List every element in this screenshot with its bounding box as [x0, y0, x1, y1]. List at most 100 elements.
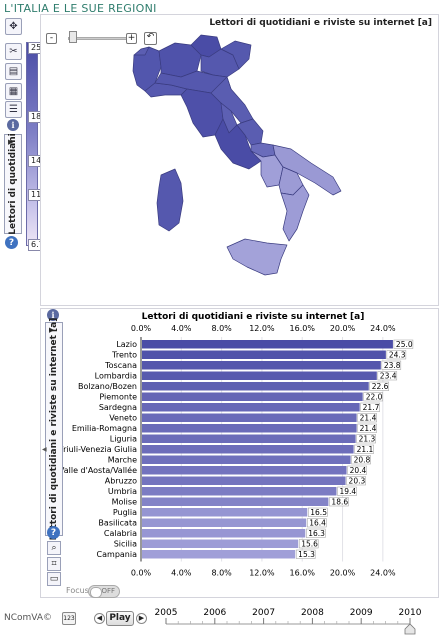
step-back-icon[interactable]: ◀	[94, 613, 105, 624]
value-label-group: 16.3	[306, 528, 326, 538]
value-label: 25.0	[396, 340, 413, 349]
value-label-box	[360, 402, 380, 412]
value-label-group: 20.3	[346, 476, 366, 486]
category-label: Friuli-Venezia Giulia	[59, 445, 137, 454]
category-label: Emilia-Romagna	[72, 424, 137, 433]
x-tick-label-bottom: 12.0%	[249, 569, 275, 578]
bar	[142, 529, 306, 538]
italy-map[interactable]	[41, 15, 438, 305]
chart-info-icon[interactable]: i	[47, 309, 59, 321]
value-label-box	[354, 444, 374, 454]
focus-label: Focus	[66, 586, 89, 595]
bar-chart-panel: Lettori di quotidiani e riviste su inter…	[40, 308, 439, 598]
table-icon[interactable]: ▦	[5, 83, 22, 100]
value-label-box	[356, 434, 376, 444]
category-label: Puglia	[113, 508, 137, 517]
crop-icon[interactable]: ⌗	[47, 557, 61, 571]
chart-type-icon[interactable]: ▤	[5, 63, 22, 80]
category-label: Toscana	[104, 361, 137, 370]
category-label: Veneto	[109, 414, 137, 423]
timeline-year-label: 2009	[350, 608, 373, 618]
bar	[142, 539, 299, 548]
bar	[142, 361, 381, 370]
value-label-box	[308, 507, 328, 517]
map-title: Lettori di quotidiani e riviste su inter…	[209, 18, 432, 28]
value-label: 19.4	[339, 487, 356, 496]
chart-title: Lettori di quotidiani e riviste su inter…	[142, 312, 365, 322]
value-label-group: 23.4	[377, 371, 398, 381]
value-label-box	[307, 518, 327, 528]
value-label-box	[377, 371, 398, 381]
zoom-slider-knob[interactable]	[69, 31, 77, 43]
x-tick-label-bottom: 4.0%	[171, 569, 192, 578]
value-label-box	[363, 392, 383, 402]
x-tick-label-top: 8.0%	[211, 324, 232, 333]
step-forward-icon[interactable]: ▶	[136, 613, 147, 624]
chart-help-icon[interactable]: ?	[47, 526, 60, 539]
time-slider[interactable]: 2005 2006 2007 2008 2009 2010	[150, 604, 440, 638]
play-button[interactable]: Play	[106, 611, 134, 626]
value-label-box	[329, 497, 349, 507]
category-label: Trento	[111, 351, 137, 360]
value-label-box	[351, 455, 371, 465]
category-label: Liguria	[110, 435, 137, 444]
bar	[142, 403, 360, 412]
bar	[142, 497, 329, 506]
value-label-box	[386, 350, 407, 360]
x-tick-label-top: 20.0%	[330, 324, 356, 333]
reset-view-icon[interactable]: ↶	[144, 32, 157, 45]
bar	[142, 455, 351, 464]
bar	[142, 371, 377, 380]
value-label-group: 16.4	[307, 518, 327, 528]
bar	[142, 413, 357, 422]
value-label: 22.6	[372, 382, 389, 391]
timeline-year-label: 2007	[252, 608, 275, 618]
value-label-box	[393, 339, 414, 349]
indicator-tab[interactable]: ▶ Lettori di quotidiani	[4, 133, 22, 235]
x-tick-label-top: 16.0%	[290, 324, 316, 333]
number-format-button[interactable]: 123	[62, 612, 76, 625]
bar	[142, 392, 363, 401]
bar	[142, 508, 308, 517]
value-label-group: 21.3	[356, 434, 376, 444]
category-label: Sardegna	[99, 403, 137, 412]
bar	[142, 487, 337, 496]
value-label-group: 21.1	[354, 444, 374, 454]
value-label: 18.6	[331, 498, 348, 507]
category-label: Calabria	[104, 529, 137, 538]
category-label: Sicilia	[114, 540, 137, 549]
value-label-box	[381, 360, 402, 370]
x-tick-label-bottom: 24.0%	[370, 569, 396, 578]
app-title: L'ITALIA E LE SUE REGIONI	[4, 2, 157, 15]
help-icon[interactable]: ?	[5, 236, 18, 249]
bar-chart[interactable]: Lettori di quotidiani e riviste su inter…	[41, 309, 438, 597]
zoom-icon[interactable]: ⌕	[47, 541, 61, 555]
value-label: 21.4	[360, 424, 377, 433]
timeline-year-label: 2010	[399, 608, 422, 618]
region-puglia	[272, 144, 342, 196]
chart-indicator-tab[interactable]: ▶ Lettori di quotidiani e riviste su int…	[45, 318, 63, 540]
bar-list-icon[interactable]: ☰	[5, 101, 22, 118]
region-sicilia	[226, 238, 288, 276]
zoom-out-button[interactable]: -	[46, 33, 57, 44]
value-label: 16.3	[308, 529, 325, 538]
category-label: Lazio	[116, 340, 137, 349]
bar	[142, 350, 386, 359]
bar	[142, 550, 296, 559]
color-legend-bar[interactable]	[26, 42, 38, 246]
category-label: Bolzano/Bozen	[78, 382, 137, 391]
x-tick-label-bottom: 16.0%	[290, 569, 316, 578]
tools-icon[interactable]: ✂	[5, 43, 22, 60]
move-icon[interactable]: ✥	[5, 18, 22, 35]
info-icon[interactable]: i	[7, 119, 19, 131]
zoom-in-button[interactable]: +	[126, 33, 137, 44]
expand-arrow-icon: ▶	[8, 138, 14, 146]
x-tick-label-bottom: 20.0%	[330, 569, 356, 578]
collapse-arrow-icon[interactable]: ◀	[42, 446, 47, 453]
value-label-group: 23.8	[381, 360, 402, 370]
value-label-group: 21.4	[357, 423, 377, 433]
value-label-group: 21.4	[357, 413, 377, 423]
print-icon[interactable]: ▭	[47, 572, 61, 586]
value-label-box	[337, 486, 357, 496]
focus-toggle[interactable]: OFF	[88, 585, 120, 598]
